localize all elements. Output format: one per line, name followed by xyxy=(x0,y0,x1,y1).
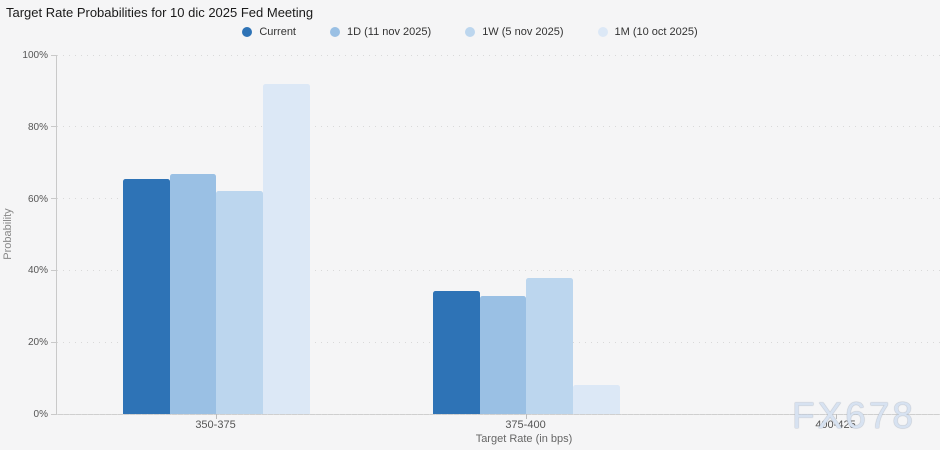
x-axis-tick xyxy=(215,414,217,419)
bar-group-400-425 xyxy=(743,55,930,414)
gridline-80% xyxy=(57,126,940,128)
legend-item-label: 1D (11 nov 2025) xyxy=(347,26,432,38)
legend-item-label: 1W (5 nov 2025) xyxy=(482,26,564,38)
y-axis-tick-label: 20% xyxy=(27,337,48,349)
bar-current-375-400 xyxy=(433,290,480,414)
bar-1w-5-nov-2025-350-375 xyxy=(216,191,264,414)
gridline-60% xyxy=(57,198,940,200)
bar-1m-10-oct-2025-350-375 xyxy=(263,83,310,414)
y-axis-tick xyxy=(51,413,57,415)
bar-current-350-375 xyxy=(123,178,170,414)
legend-item-1m-10-oct-2025[interactable]: 1M (10 oct 2025) xyxy=(597,26,698,38)
y-axis-tick-label: 60% xyxy=(27,193,48,205)
bar-1w-5-nov-2025-375-400 xyxy=(526,277,574,414)
chart-title: Target Rate Probabilities for 10 dic 202… xyxy=(6,5,314,20)
legend-item-label: 1M (10 oct 2025) xyxy=(614,26,698,38)
bar-group-350-375 xyxy=(123,55,310,414)
y-axis-tick xyxy=(51,341,57,343)
bar-group-375-400 xyxy=(433,55,620,414)
bar-1d-11-nov-2025-350-375 xyxy=(169,173,217,414)
chart-legend: Current 1D (11 nov 2025) 1W (5 nov 2025) 1M… xyxy=(0,26,940,38)
legend-item-current[interactable]: Current xyxy=(242,26,296,38)
y-axis-tick xyxy=(51,54,57,56)
legend-dot-icon xyxy=(597,27,608,37)
bar-1m-10-oct-2025-375-400 xyxy=(573,385,620,414)
x-axis-category-label-375-400: 375-400 xyxy=(505,419,546,431)
x-axis-tick xyxy=(525,414,527,419)
x-axis-category-label-350-375: 350-375 xyxy=(195,419,236,431)
x-axis-category-label-400-425: 400-425 xyxy=(815,419,856,431)
x-axis-title: Target Rate (in bps) xyxy=(475,433,573,445)
gridline-100% xyxy=(57,54,940,56)
x-axis-tick xyxy=(835,414,837,419)
legend-dot-icon xyxy=(465,27,476,37)
legend-item-1d-11-nov-2025[interactable]: 1D (11 nov 2025) xyxy=(330,26,431,38)
legend-item-1w-5-nov-2025[interactable]: 1W (5 nov 2025) xyxy=(465,26,564,38)
y-axis-tick-label: 0% xyxy=(33,409,48,420)
legend-item-label: Current xyxy=(259,26,296,38)
y-axis-tick-label: 100% xyxy=(22,50,48,61)
y-axis-tick-label: 40% xyxy=(27,265,48,277)
y-axis-tick-label: 80% xyxy=(27,121,48,133)
gridline-0% xyxy=(57,413,940,415)
legend-dot-icon xyxy=(330,27,340,37)
y-axis-tick xyxy=(51,269,57,271)
y-axis-labels: 0% 20% 40% 60% 80% 100% xyxy=(0,50,50,420)
legend-dot-icon xyxy=(242,27,253,37)
y-axis-tick xyxy=(51,126,57,128)
gridline-40% xyxy=(57,269,940,271)
plot-area xyxy=(51,54,940,415)
y-axis-tick xyxy=(51,198,57,200)
bar-1d-11-nov-2025-375-400 xyxy=(479,295,527,414)
